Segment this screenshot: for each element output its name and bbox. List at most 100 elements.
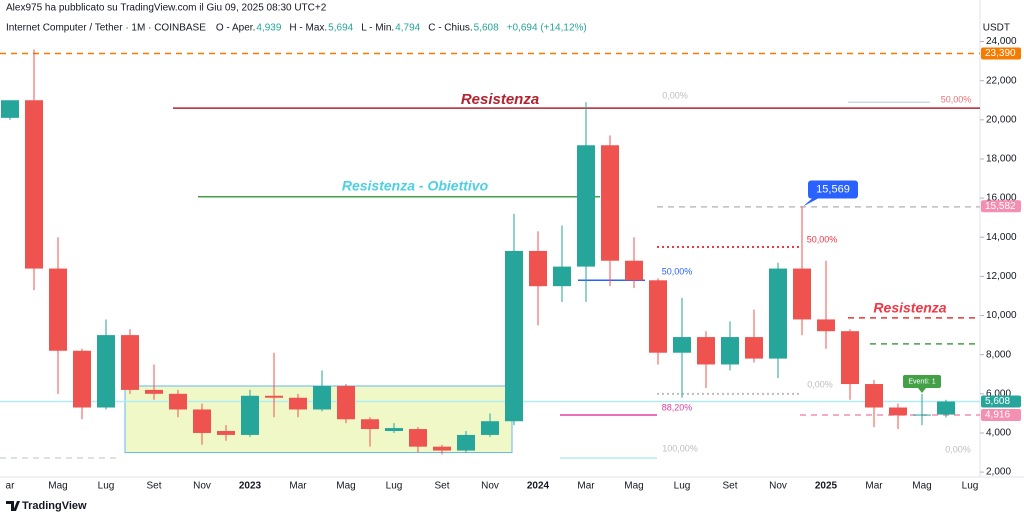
y-tick-label: 18,000 bbox=[986, 154, 1017, 165]
y-tick-label: 4,000 bbox=[986, 428, 1011, 439]
ohlc-value: 5,694 bbox=[328, 23, 353, 34]
ohlc-label: C - Chius. bbox=[428, 23, 472, 34]
candle-body bbox=[193, 409, 211, 433]
candle-body bbox=[505, 250, 523, 422]
candle-body bbox=[1, 100, 19, 118]
event-badge bbox=[903, 375, 941, 388]
candle-body bbox=[409, 429, 427, 447]
y-tick-label: 10,000 bbox=[986, 310, 1017, 321]
candle-body bbox=[673, 337, 691, 353]
x-tick-label: 2024 bbox=[527, 481, 550, 492]
x-tick-label: Mar bbox=[865, 481, 883, 492]
x-tick-label: Lug bbox=[962, 481, 979, 492]
candle-body bbox=[289, 397, 307, 410]
price-badge bbox=[981, 47, 1021, 60]
change: +0,694 (+14,12%) bbox=[507, 23, 587, 34]
y-tick-label: 24,000 bbox=[986, 36, 1017, 47]
annotation: 88,20% bbox=[662, 402, 693, 412]
candle-body bbox=[25, 100, 43, 269]
candle-body bbox=[697, 337, 715, 365]
logo-icon bbox=[6, 501, 20, 511]
candle-body bbox=[361, 419, 379, 430]
chart-title: Internet Computer / Tether · 1M · COINBA… bbox=[6, 23, 206, 34]
x-tick-label: Lug bbox=[674, 481, 691, 492]
published-line: Alex975 ha pubblicato su TradingView.com… bbox=[6, 3, 327, 14]
candle-body bbox=[601, 145, 619, 261]
x-tick-label: Nov bbox=[769, 481, 787, 492]
event-label: Eventi: 1 bbox=[908, 378, 935, 385]
candle-body bbox=[649, 280, 667, 353]
y-tick-label: 12,000 bbox=[986, 271, 1017, 282]
x-tick-label: Mag bbox=[336, 481, 355, 492]
candle-body bbox=[625, 260, 643, 281]
y-tick-label: 20,000 bbox=[986, 114, 1017, 125]
logo: TradingView bbox=[22, 500, 87, 512]
x-tick-label: Mag bbox=[48, 481, 67, 492]
candle-body bbox=[769, 268, 787, 359]
candle-body bbox=[121, 335, 139, 390]
candle-body bbox=[529, 250, 547, 287]
callout-pointer bbox=[803, 198, 818, 207]
x-tick-label: Mar bbox=[289, 481, 307, 492]
candle-body bbox=[937, 401, 955, 415]
annotation: Resistenza bbox=[873, 300, 946, 316]
candle-body bbox=[889, 407, 907, 416]
x-tick-label: Mag bbox=[624, 481, 643, 492]
annotation: Resistenza bbox=[461, 91, 539, 108]
x-tick-label: Mar bbox=[577, 481, 595, 492]
candle-body bbox=[49, 268, 67, 351]
candle-body bbox=[457, 434, 475, 451]
candle-body bbox=[913, 414, 931, 416]
currency: USDT bbox=[983, 23, 1010, 34]
y-tick-label: 8,000 bbox=[986, 349, 1011, 360]
annotation: 50,00% bbox=[941, 94, 972, 104]
candle-body bbox=[241, 395, 259, 435]
candle-body bbox=[97, 335, 115, 408]
candle-body bbox=[865, 384, 883, 408]
candle-body bbox=[169, 393, 187, 410]
candle-body bbox=[481, 421, 499, 435]
candle-body bbox=[793, 268, 811, 320]
plot-area bbox=[0, 49, 980, 459]
price-badge bbox=[981, 200, 1021, 213]
annotation: 50,00% bbox=[807, 234, 838, 244]
price-badge-label: 4,916 bbox=[985, 410, 1010, 421]
candle-body bbox=[745, 337, 763, 359]
price-badge-label: 23,390 bbox=[985, 48, 1016, 59]
event-pointer bbox=[918, 388, 926, 393]
callout-box bbox=[808, 180, 858, 199]
candle-body bbox=[313, 385, 331, 410]
y-tick-label: 2,000 bbox=[986, 467, 1011, 478]
x-tick-label: Nov bbox=[481, 481, 499, 492]
price-badge-label: 15,582 bbox=[985, 201, 1016, 212]
ohlc-value: 5,608 bbox=[474, 23, 499, 34]
candle-body bbox=[385, 428, 403, 432]
annotation: 0,00% bbox=[945, 444, 971, 454]
annotation: 50,00% bbox=[662, 266, 693, 276]
candle-body bbox=[721, 337, 739, 365]
x-tick-label: ar bbox=[6, 481, 16, 492]
candle-body bbox=[337, 385, 355, 420]
candle-body bbox=[841, 331, 859, 385]
ohlc-label: L - Min. bbox=[361, 23, 394, 34]
x-tick-label: 2025 bbox=[815, 481, 838, 492]
candle-body bbox=[145, 389, 163, 394]
candle-body bbox=[217, 431, 235, 435]
x-tick-label: 2023 bbox=[239, 481, 262, 492]
annotation: 0,00% bbox=[662, 90, 688, 100]
candle-body bbox=[577, 145, 595, 267]
x-tick-label: Set bbox=[434, 481, 449, 492]
price-badge-label: 5,608 bbox=[985, 396, 1010, 407]
ohlc-value: 4,939 bbox=[256, 23, 281, 34]
price-badge bbox=[981, 409, 1021, 422]
candle-body bbox=[265, 395, 283, 398]
candle-body bbox=[553, 266, 571, 287]
y-tick-label: 6,000 bbox=[986, 388, 1011, 399]
candle-body bbox=[433, 446, 451, 451]
callout-label: 15,569 bbox=[816, 183, 850, 195]
ohlc-label: O - Aper. bbox=[216, 23, 255, 34]
ohlc-value: 4,794 bbox=[395, 23, 420, 34]
y-tick-label: 22,000 bbox=[986, 75, 1017, 86]
annotation: 0,00% bbox=[807, 379, 833, 389]
